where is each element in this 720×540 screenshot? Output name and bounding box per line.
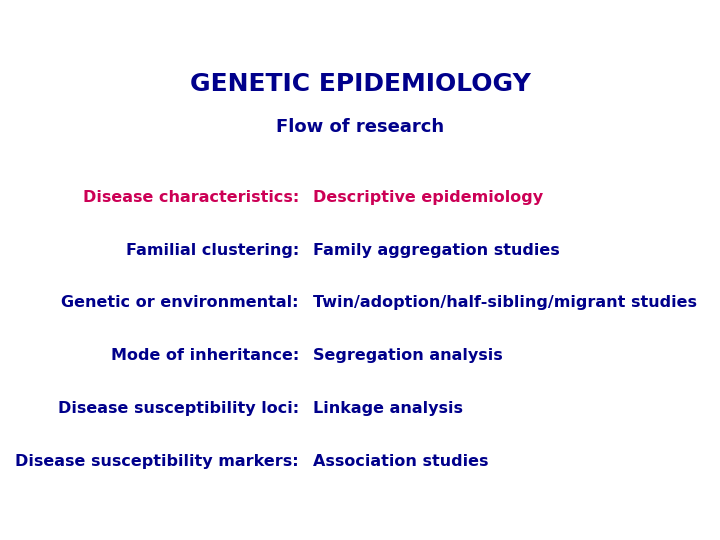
Text: Descriptive epidemiology: Descriptive epidemiology [313, 190, 544, 205]
Text: Family aggregation studies: Family aggregation studies [313, 242, 560, 258]
Text: Segregation analysis: Segregation analysis [313, 348, 503, 363]
Text: Disease susceptibility loci:: Disease susceptibility loci: [58, 401, 299, 416]
Text: Association studies: Association studies [313, 454, 489, 469]
Text: Disease susceptibility markers:: Disease susceptibility markers: [15, 454, 299, 469]
Text: Genetic or environmental:: Genetic or environmental: [61, 295, 299, 310]
Text: Linkage analysis: Linkage analysis [313, 401, 463, 416]
Text: Flow of research: Flow of research [276, 118, 444, 136]
Text: Twin/adoption/half-sibling/migrant studies: Twin/adoption/half-sibling/migrant studi… [313, 295, 697, 310]
Text: Familial clustering:: Familial clustering: [125, 242, 299, 258]
Text: GENETIC EPIDEMIOLOGY: GENETIC EPIDEMIOLOGY [189, 72, 531, 96]
Text: Disease characteristics:: Disease characteristics: [83, 190, 299, 205]
Text: Mode of inheritance:: Mode of inheritance: [111, 348, 299, 363]
